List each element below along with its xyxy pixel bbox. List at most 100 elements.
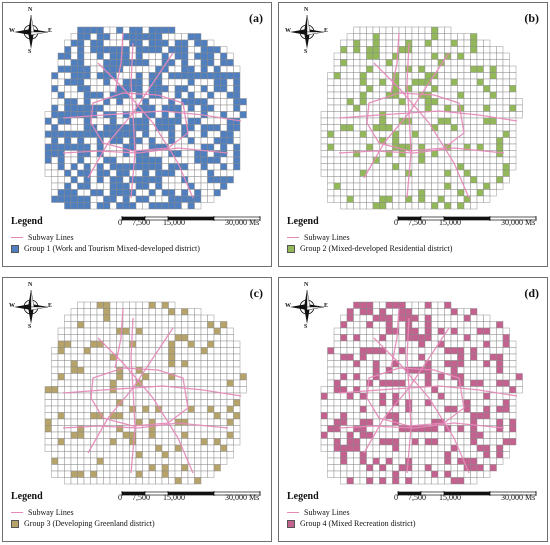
grid-cell (346, 418, 354, 426)
grid-cell-group (200, 104, 208, 112)
grid-cell-group (333, 425, 341, 433)
grid-cell (187, 412, 195, 420)
grid-cell (424, 405, 432, 413)
grid-cell (83, 360, 91, 368)
grid-cell-group (450, 366, 458, 374)
grid-cell (411, 360, 419, 368)
grid-cell (194, 314, 202, 322)
grid-cell-group (220, 59, 228, 67)
grid-cell (96, 314, 104, 322)
grid-cell-group (148, 189, 156, 197)
grid-cell (509, 340, 517, 348)
grid-cell-group (476, 65, 484, 73)
grid-cell-group (181, 163, 189, 171)
grid-cell (327, 399, 335, 407)
grid-cell (502, 412, 510, 420)
grid-cell (207, 399, 215, 407)
grid-cell (411, 353, 419, 361)
grid-cell-group (174, 418, 182, 426)
grid-cell-group (359, 457, 367, 465)
grid-cell (496, 373, 504, 381)
grid-cell (122, 373, 130, 381)
grid-cell (57, 464, 65, 472)
grid-cell-group (392, 470, 400, 478)
grid-cell-group (327, 425, 335, 433)
grid-cell-group (148, 163, 156, 171)
grid-cell-group (122, 169, 130, 177)
grid-cell (353, 399, 361, 407)
grid-cell-group (135, 78, 143, 86)
grid-cell-group (476, 379, 484, 387)
grid-cell (444, 340, 452, 348)
grid-cell (207, 85, 215, 93)
grid-cell (70, 444, 78, 452)
grid-cell-group (502, 163, 510, 171)
grid-cell (333, 137, 341, 145)
grid-cell-group (174, 104, 182, 112)
grid-cell (450, 143, 458, 151)
grid-cell-group (187, 202, 195, 210)
grid-cell (398, 156, 406, 164)
grid-cell-group (90, 470, 98, 478)
grid-cell-group (200, 98, 208, 106)
grid-cell (509, 98, 517, 106)
grid-cell-group (122, 130, 130, 138)
grid-cell-group (77, 52, 85, 60)
grid-cell (320, 143, 328, 151)
grid-cell (320, 444, 328, 452)
grid-cell-group (90, 39, 98, 47)
scale-bar: 0 7,500 15,000 30,000 Ms (118, 211, 263, 233)
grid-cell (148, 321, 156, 329)
grid-cell (489, 438, 497, 446)
legend-title: Legend (287, 216, 319, 227)
grid-cell (450, 33, 458, 41)
grid-cell (411, 189, 419, 197)
panel-label: (d) (524, 286, 539, 300)
grid-cell (233, 111, 241, 119)
grid-cell (57, 137, 65, 145)
grid-cell (194, 182, 202, 190)
grid-cell (77, 308, 85, 316)
grid-cell (181, 33, 189, 41)
grid-cell (411, 46, 419, 54)
grid-cell (470, 98, 478, 106)
grid-cell (103, 334, 111, 342)
grid-cell (70, 340, 78, 348)
grid-cell (57, 124, 65, 132)
grid-cell (489, 327, 497, 335)
grid-cell (142, 72, 150, 80)
grid-cell (502, 111, 510, 119)
grid-cell (489, 137, 497, 145)
grid-cell (509, 130, 517, 138)
grid-cell (83, 379, 91, 387)
grid-cell-group (51, 104, 59, 112)
grid-cell (353, 85, 361, 93)
grid-cell (333, 169, 341, 177)
grid-cell (109, 477, 117, 485)
grid-cell (148, 308, 156, 316)
grid-cell (51, 78, 59, 86)
grid-cell-group (333, 379, 341, 387)
grid-cell (187, 392, 195, 400)
grid-cell (327, 104, 335, 112)
grid-cell-group (340, 124, 348, 132)
grid-cell (64, 425, 72, 433)
grid-cell-group (233, 399, 241, 407)
grid-cell-group (103, 46, 111, 54)
grid-cell (424, 451, 432, 459)
grid-cell (411, 464, 419, 472)
grid-cell (116, 334, 124, 342)
grid-cell (135, 340, 143, 348)
legend-group: Group 3 (Developing Greenland district) (11, 519, 155, 528)
grid-cell-group (161, 202, 169, 210)
grid-cell (200, 189, 208, 197)
grid-cell (483, 59, 491, 67)
grid-cell (194, 65, 202, 73)
grid-cell (372, 189, 380, 197)
grid-cell-group (379, 477, 387, 485)
grid-cell-group (90, 189, 98, 197)
subway-line (62, 385, 242, 397)
grid-cell-group (64, 202, 72, 210)
grid-cell (463, 353, 471, 361)
grid-cell (155, 52, 163, 60)
